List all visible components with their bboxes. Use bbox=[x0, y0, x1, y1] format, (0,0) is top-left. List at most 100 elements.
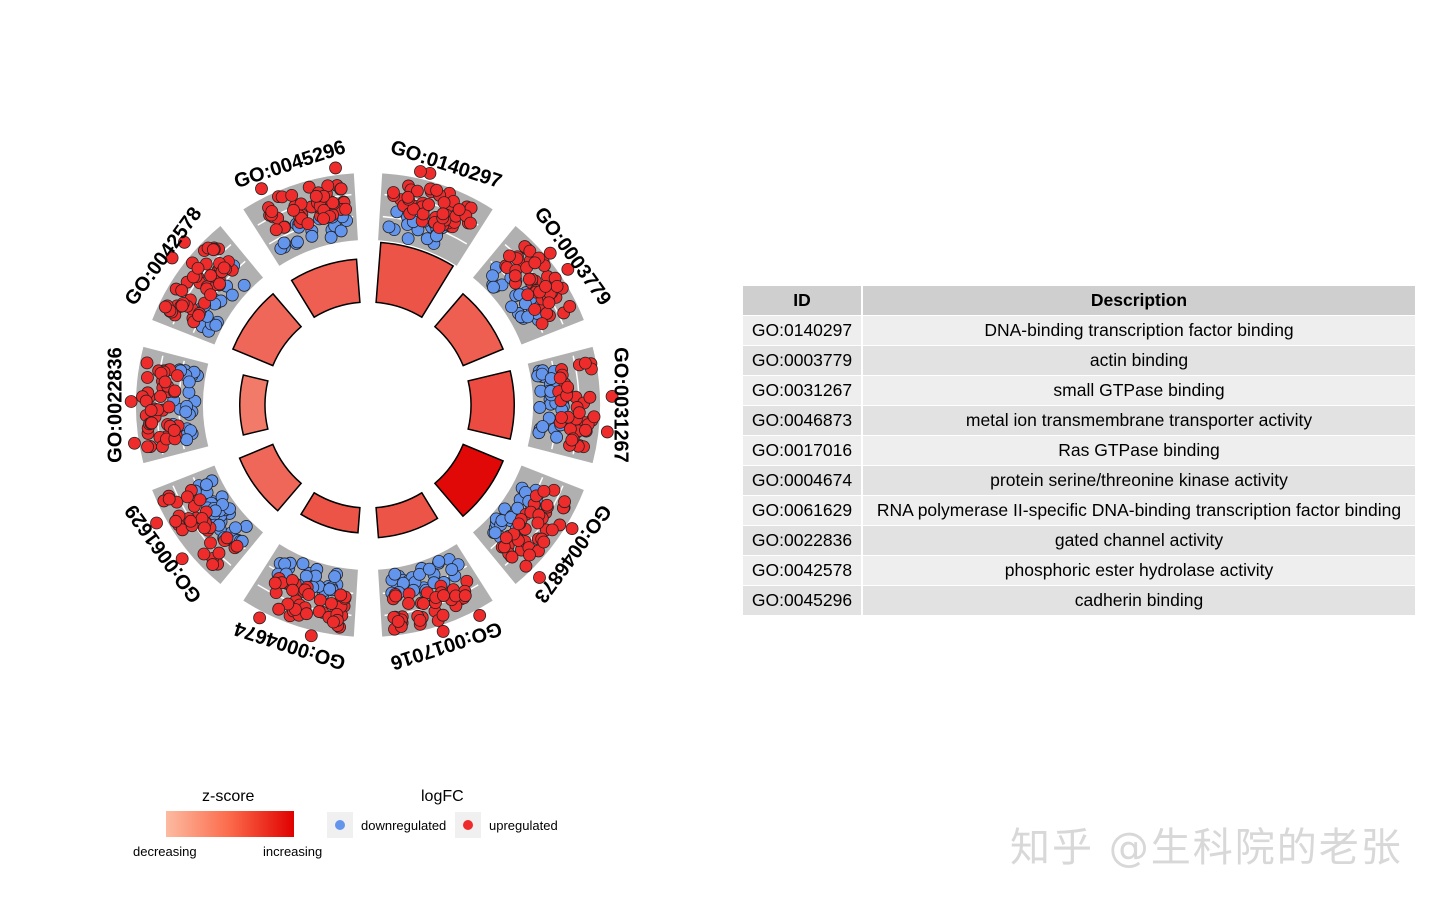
upregulated-point bbox=[204, 288, 217, 302]
row-description: gated channel activity bbox=[863, 526, 1415, 556]
upregulated-point bbox=[519, 559, 533, 573]
table-row: GO:0046873 metal ion transmembrane transp… bbox=[743, 406, 1415, 436]
downregulated-point bbox=[182, 375, 196, 389]
downregulated-point bbox=[533, 401, 547, 414]
upregulated-point bbox=[327, 615, 340, 629]
upregulated-point bbox=[175, 299, 189, 313]
zscore-high-label: increasing bbox=[263, 844, 323, 859]
upregulated-point bbox=[175, 552, 189, 566]
upregulated-point bbox=[522, 272, 536, 286]
downregulated-point bbox=[305, 229, 319, 243]
upregulated-point bbox=[169, 514, 183, 528]
row-id: GO:0031267 bbox=[743, 376, 863, 406]
upregulated-point bbox=[565, 433, 579, 447]
upregulated-point bbox=[287, 203, 300, 217]
upregulated-point bbox=[533, 571, 546, 584]
upregulated-point bbox=[197, 547, 211, 561]
upregulated-point bbox=[550, 279, 564, 293]
upregulated-point bbox=[561, 380, 575, 394]
downregulated-point bbox=[334, 224, 348, 238]
upregulated-point bbox=[217, 261, 231, 275]
category-label-GO:0022836: GO:0022836 bbox=[104, 347, 126, 463]
downregulated-point bbox=[237, 278, 251, 292]
upregulated-point bbox=[168, 384, 182, 398]
upregulated-point bbox=[579, 423, 592, 437]
row-description: cadherin binding bbox=[863, 586, 1415, 616]
row-id: GO:0046873 bbox=[743, 406, 863, 436]
downregulated-point bbox=[382, 220, 396, 234]
downregulated-point bbox=[299, 569, 313, 583]
upregulated-point bbox=[230, 539, 244, 553]
downregulated-point bbox=[488, 526, 502, 540]
zscore-bar-GO:0061629 bbox=[238, 443, 303, 512]
upregulated-point bbox=[413, 613, 427, 627]
upregulated-point bbox=[499, 531, 513, 545]
table-row: GO:0061629 RNA polymerase II-specific DNA… bbox=[743, 496, 1415, 526]
upregulated-point bbox=[505, 550, 519, 564]
upregulated-point bbox=[334, 588, 348, 602]
upregulated-point bbox=[540, 498, 554, 512]
upregulated-point bbox=[572, 406, 586, 420]
upregulated-point bbox=[391, 615, 405, 628]
upregulated-point bbox=[212, 546, 226, 560]
upregulated-point bbox=[402, 597, 415, 610]
downregulated-point bbox=[323, 582, 337, 596]
upregulated-point bbox=[553, 371, 567, 385]
downregulated-point bbox=[550, 430, 564, 444]
row-description: Ras GTPase binding bbox=[863, 436, 1415, 466]
upregulated-point bbox=[309, 189, 323, 203]
upregulated-point bbox=[286, 583, 299, 597]
upregulated-point bbox=[600, 425, 614, 439]
upregulated-point bbox=[558, 495, 571, 509]
upregulated-point bbox=[410, 184, 424, 198]
upregulated-point bbox=[334, 182, 348, 196]
upregulated-point bbox=[535, 317, 549, 331]
table-header-id: ID bbox=[743, 286, 863, 316]
row-id: GO:0061629 bbox=[743, 496, 863, 526]
watermark-text: 知乎 @生科院的老张 bbox=[1010, 825, 1403, 871]
upregulated-point bbox=[162, 400, 176, 414]
upregulated-point bbox=[555, 411, 568, 424]
row-id: GO:0140297 bbox=[743, 316, 863, 346]
upregulated-point bbox=[537, 535, 551, 549]
upregulated-point bbox=[184, 514, 198, 528]
upregulated-point bbox=[389, 589, 403, 603]
row-id: GO:0003779 bbox=[743, 346, 863, 376]
downregulated-point bbox=[487, 280, 500, 294]
downregulated-point bbox=[229, 521, 242, 535]
downregulated-point bbox=[432, 555, 446, 568]
upregulated-point bbox=[436, 207, 450, 221]
upregulated-point bbox=[565, 522, 579, 535]
upregulated-point bbox=[523, 244, 537, 258]
upregulated-point bbox=[144, 404, 158, 417]
zscore-gradient-bar bbox=[166, 811, 294, 837]
downregulated-point bbox=[423, 562, 436, 576]
upregulated-point bbox=[539, 280, 552, 293]
upregulated-point bbox=[329, 161, 342, 175]
upregulated-point bbox=[503, 249, 516, 263]
downregulated-point bbox=[200, 478, 213, 492]
table-row: GO:0004674 protein serine/threonine kinas… bbox=[743, 466, 1415, 496]
upregulated-point bbox=[197, 521, 211, 535]
upregulated-point bbox=[181, 490, 194, 504]
zscore-low-label: decreasing bbox=[133, 844, 197, 859]
zscore-bar-GO:0004674 bbox=[299, 491, 361, 534]
upregulated-point bbox=[300, 607, 313, 621]
upregulated-point bbox=[313, 593, 327, 607]
upregulated-point bbox=[269, 223, 283, 237]
downregulated-point bbox=[179, 405, 193, 419]
upregulated-point bbox=[150, 516, 163, 530]
upregulated-point bbox=[162, 492, 176, 506]
upregulated-point bbox=[192, 309, 206, 322]
upregulated-point bbox=[417, 597, 430, 610]
downregulated-point bbox=[324, 231, 338, 244]
upregulated-point bbox=[265, 205, 279, 218]
upregulated-point bbox=[255, 182, 268, 196]
upregulated-point bbox=[326, 196, 340, 210]
table-row: GO:0003779 actin binding bbox=[743, 346, 1415, 376]
upregulated-point bbox=[178, 235, 191, 249]
category-label-GO:0031267: GO:0031267 bbox=[610, 347, 632, 463]
downregulated-point bbox=[328, 570, 342, 584]
upregulated-point bbox=[401, 190, 415, 204]
zscore-bar-GO:0017016 bbox=[375, 491, 439, 539]
